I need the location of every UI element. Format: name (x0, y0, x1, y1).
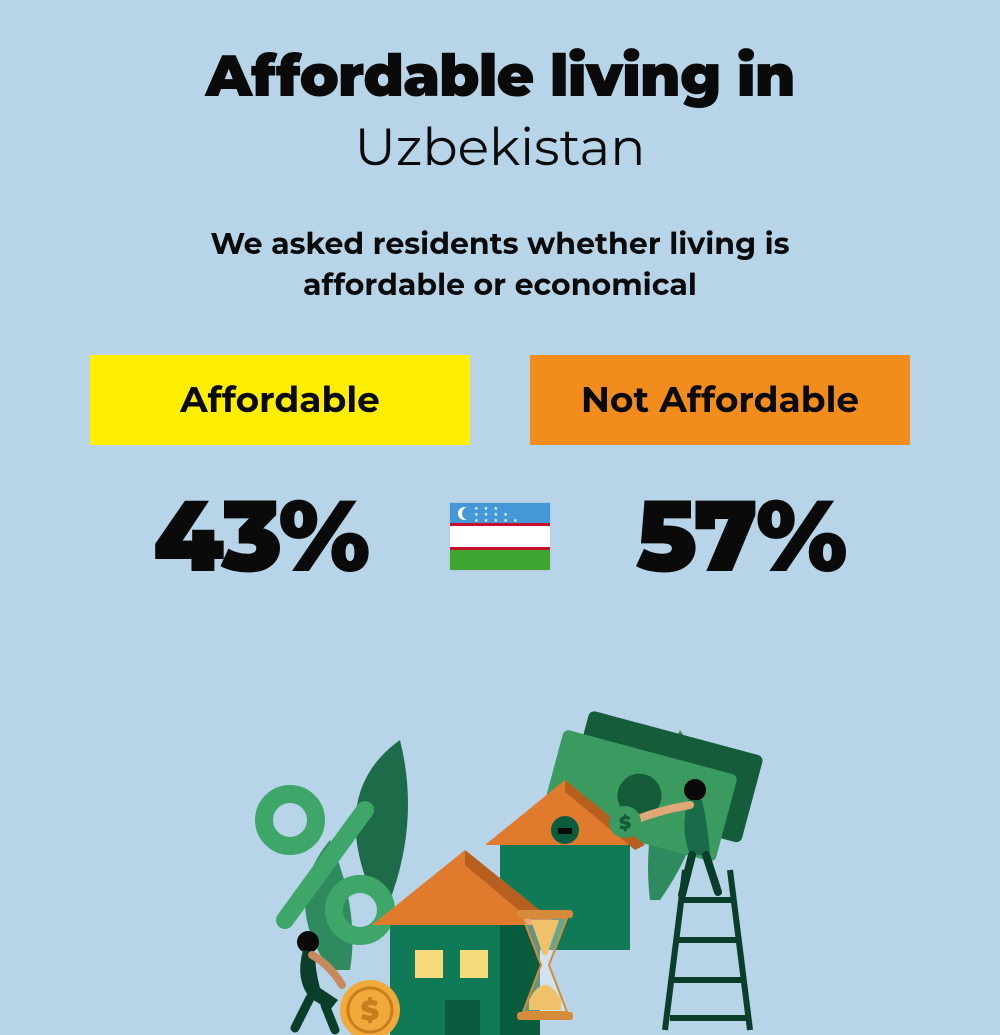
affordability-illustration: $ $ (190, 670, 810, 1030)
percents-row: 43% ★ ★ ★★ ★ ★ ★★ ★ ★ ★ ★ 57% (0, 475, 1000, 597)
title-line-1: Affordable living in (0, 40, 1000, 111)
subtitle-line-1: We asked residents whether living is (210, 225, 789, 262)
affordable-percent: 43% (100, 475, 420, 597)
infographic-container: Affordable living in Uzbekistan We asked… (0, 0, 1000, 1000)
svg-text:$: $ (619, 812, 631, 834)
subtitle: We asked residents whether living is aff… (0, 224, 1000, 305)
affordable-label: Affordable (90, 355, 470, 445)
not-affordable-percent: 57% (580, 475, 900, 597)
ladder-icon (665, 870, 750, 1030)
uzbekistan-flag-icon: ★ ★ ★★ ★ ★ ★★ ★ ★ ★ ★ (450, 503, 550, 570)
title-line-2: Uzbekistan (0, 116, 1000, 179)
not-affordable-label: Not Affordable (530, 355, 910, 445)
labels-row: Affordable Not Affordable (0, 355, 1000, 445)
subtitle-line-2: affordable or economical (303, 266, 697, 303)
svg-text:$: $ (361, 994, 380, 1028)
